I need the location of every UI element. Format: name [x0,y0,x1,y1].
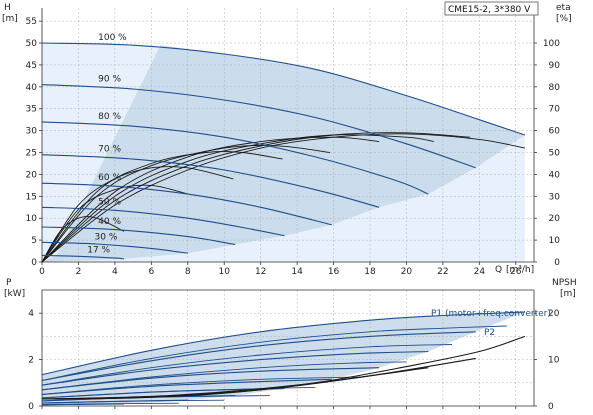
head-axis-label: H [4,3,11,13]
head-tick-label: 45 [26,61,37,71]
head-curve-100 [41,42,526,136]
eff-tick-label: 40 [549,170,561,180]
model-label-box [444,1,539,16]
p1-curve-1 [41,331,476,382]
head-tick-label: 20 [26,170,38,180]
head-tick-label: 0 [31,258,37,268]
x-tick-label: 12 [255,267,266,277]
flow-axis-unit: [m³/h] [506,265,534,275]
efficiency-axis-label: eta [556,3,571,13]
head-tick-label: 15 [26,192,37,202]
eff-tick-label: 30 [549,192,561,202]
eff-tick-label: 100 [543,39,560,49]
speed-label-80: 80 % [98,112,121,122]
eff-tick-label: 50 [549,149,561,159]
head-curve-30 [41,241,188,254]
p1-curve-4 [41,378,332,395]
head-efficiency-plot: 100 % 90 % 80 % 70 % 60 % 50 % 40 % 30 % 17 % 0 2… [2,1,572,277]
npsh-axis-unit: [m] [560,289,576,299]
x-tick-label: 10 [218,267,230,277]
p1-series-label: P1 (motor+freq.converter) [431,309,551,319]
eff-tick-label: 60 [549,127,561,137]
power-tick-label: 0 [28,402,34,412]
npsh-tick-label: 20 [548,309,560,319]
head-tick-label: 50 [26,39,38,49]
npsh-curve-2 [41,367,429,400]
head-tick-label: 25 [26,149,37,159]
head-curve-90 [41,84,476,169]
operating-area [42,45,525,263]
npsh-tick-label: 0 [548,402,554,412]
p1-curve-8 [41,403,125,406]
speed-label-60: 60 % [98,173,121,183]
x-tick-label: 16 [328,267,340,277]
npsh-axis-label: NPSH [552,278,577,288]
x-tick-label: 4 [112,267,118,277]
x-tick-label: 6 [148,267,154,277]
speed-label-50: 50 % [98,197,121,207]
eff-tick-label: 80 [549,83,561,93]
speed-label-30: 30 % [95,232,118,242]
speed-label-17: 17 % [87,245,110,255]
npsh-tick-label: 10 [548,356,560,366]
x-tick-label: 18 [364,267,376,277]
eff-tick-label: 10 [549,236,561,246]
head-curve-50 [41,206,285,237]
head-tick-label: 5 [31,236,37,246]
power-tick-label: 2 [28,356,34,366]
head-curve-60 [41,182,332,226]
p2-series-label: P2 [484,328,495,338]
eff-tick-label: 90 [549,61,561,71]
x-tick-label: 20 [401,267,413,277]
head-tick-label: 40 [26,83,38,93]
p1-curve-2 [41,350,429,386]
x-tick-label: 0 [39,267,45,277]
head-curve-70 [41,154,380,208]
efficiency-curve-8 [41,216,125,263]
power-axis-label: P [6,278,12,288]
eff-tick-label: 20 [549,214,561,224]
speed-label-40: 40 % [98,217,121,227]
speed-label-100: 100 % [98,33,127,43]
x-tick-label: 22 [437,267,448,277]
flow-axis-label: Q [495,265,502,275]
x-tick-label: 26 [510,267,522,277]
head-tick-label: 35 [26,105,37,115]
efficiency-curve-5 [41,150,283,263]
model-label: CME15-2, 3*380 V [448,5,531,15]
power-axis-unit: [kW] [4,289,25,299]
speed-label-90: 90 % [98,75,121,85]
p2-curve-1 [41,344,453,386]
head-axis-unit: [m] [2,14,18,24]
x-tick-label: 24 [474,267,486,277]
eff-tick-label: 0 [554,258,560,268]
head-curve-40 [41,226,236,246]
efficiency-curve-0 [41,133,525,263]
power-tick-label: 4 [28,309,34,319]
p1-curve-3 [41,367,380,391]
efficiency-curve-4 [41,144,330,263]
p1-curve-0 [41,311,525,376]
p2-curve-2 [41,361,407,391]
head-tick-label: 30 [26,127,38,137]
efficiency-curve-6 [41,166,234,263]
efficiency-curve-2 [41,134,434,263]
head-curve-17 [41,254,125,260]
x-tick-label: 8 [185,267,191,277]
x-tick-label: 14 [291,267,303,277]
efficiency-axis-unit: [%] [556,14,572,24]
head-tick-label: 55 [26,17,37,27]
x-tick-label: 2 [76,267,82,277]
p2-curve-0 [41,325,507,381]
power-npsh-plot: 0 2 4 0 10 20 P [kW] NPSH [m] P1 (motor+freq.… [4,278,577,412]
head-curve-80 [41,121,429,195]
head-tick-label: 10 [26,214,38,224]
speed-label-70: 70 % [98,145,121,155]
eff-tick-label: 70 [549,105,561,115]
p1-curve-7 [41,399,188,404]
